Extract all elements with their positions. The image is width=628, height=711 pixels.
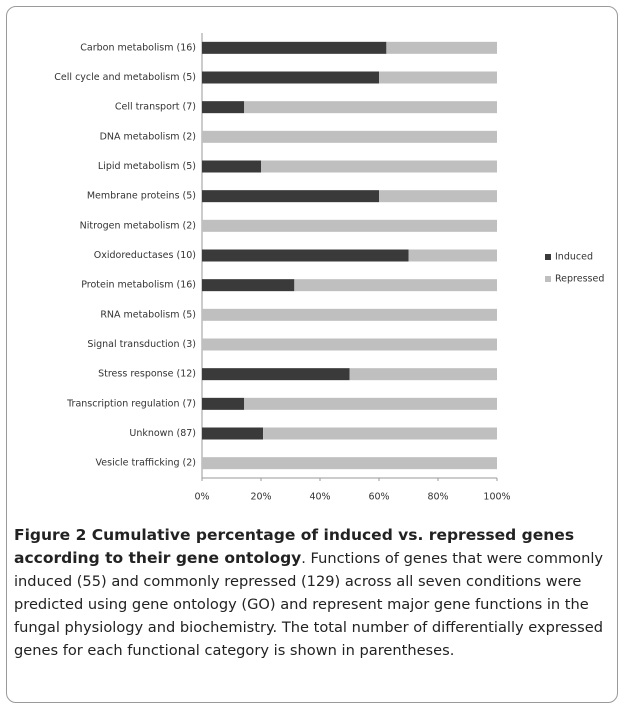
bar bbox=[202, 338, 497, 351]
bar bbox=[294, 279, 497, 292]
chart: 0% 20% 40% 60% 80% 100% Carbon metabolism (16)… bbox=[54, 33, 604, 503]
x-tick-label: 0% bbox=[194, 492, 209, 503]
legend-label: Induced bbox=[555, 252, 593, 263]
legend-swatch bbox=[545, 254, 551, 260]
y-tick-label: Oxidoreductases (10) bbox=[94, 250, 196, 261]
caption-title: Figure 2 Cumulative percentage of induce… bbox=[14, 526, 575, 567]
legend-swatch bbox=[545, 276, 551, 282]
bar bbox=[379, 190, 497, 203]
y-tick-label: Transcription regulation (7) bbox=[66, 398, 196, 409]
legend-label: Repressed bbox=[555, 274, 604, 285]
y-tick-label: RNA metabolism (5) bbox=[100, 309, 196, 320]
x-tick-label: 60% bbox=[368, 492, 389, 503]
y-tick-label: DNA metabolism (2) bbox=[100, 131, 196, 142]
y-tick-label: Stress response (12) bbox=[98, 369, 196, 380]
x-tick-label: 20% bbox=[250, 492, 271, 503]
bar bbox=[244, 101, 497, 114]
y-tick-label: Signal transduction (3) bbox=[87, 339, 196, 350]
bar bbox=[202, 101, 245, 114]
bar bbox=[202, 190, 379, 203]
bar bbox=[379, 71, 497, 84]
y-tick-label: Cell cycle and metabolism (5) bbox=[54, 72, 196, 83]
y-tick-label: Nitrogen metabolism (2) bbox=[80, 220, 196, 231]
bar bbox=[202, 41, 387, 54]
bar bbox=[202, 427, 264, 440]
caption: Figure 2 Cumulative percentage of induce… bbox=[14, 524, 614, 662]
bar bbox=[244, 397, 497, 410]
bar bbox=[263, 427, 497, 440]
bar bbox=[202, 71, 379, 84]
bar bbox=[202, 368, 350, 381]
y-tick-label: Unknown (87) bbox=[129, 428, 196, 439]
bar bbox=[202, 130, 497, 143]
bar bbox=[202, 457, 497, 470]
bar bbox=[202, 279, 295, 292]
x-tick-label: 100% bbox=[483, 492, 510, 503]
y-tick-label: Protein metabolism (16) bbox=[81, 280, 196, 291]
x-tick-label: 80% bbox=[427, 492, 448, 503]
bar bbox=[202, 160, 261, 173]
bar bbox=[202, 308, 497, 321]
bar bbox=[261, 160, 497, 173]
y-tick-label: Membrane proteins (5) bbox=[87, 191, 196, 202]
bar bbox=[202, 219, 497, 232]
x-tick-label: 40% bbox=[309, 492, 330, 503]
figure-frame bbox=[6, 6, 618, 703]
caption-text: . Functions of genes that were commonly … bbox=[14, 550, 604, 659]
bar bbox=[202, 397, 245, 410]
y-tick-label: Cell transport (7) bbox=[115, 102, 196, 113]
bar bbox=[408, 249, 497, 262]
y-tick-label: Lipid metabolism (5) bbox=[98, 161, 196, 172]
y-tick-label: Carbon metabolism (16) bbox=[80, 42, 196, 53]
y-tick-label: Vesicle trafficking (2) bbox=[96, 458, 196, 469]
bar bbox=[386, 41, 497, 54]
bar bbox=[349, 368, 497, 381]
bar bbox=[202, 249, 409, 262]
